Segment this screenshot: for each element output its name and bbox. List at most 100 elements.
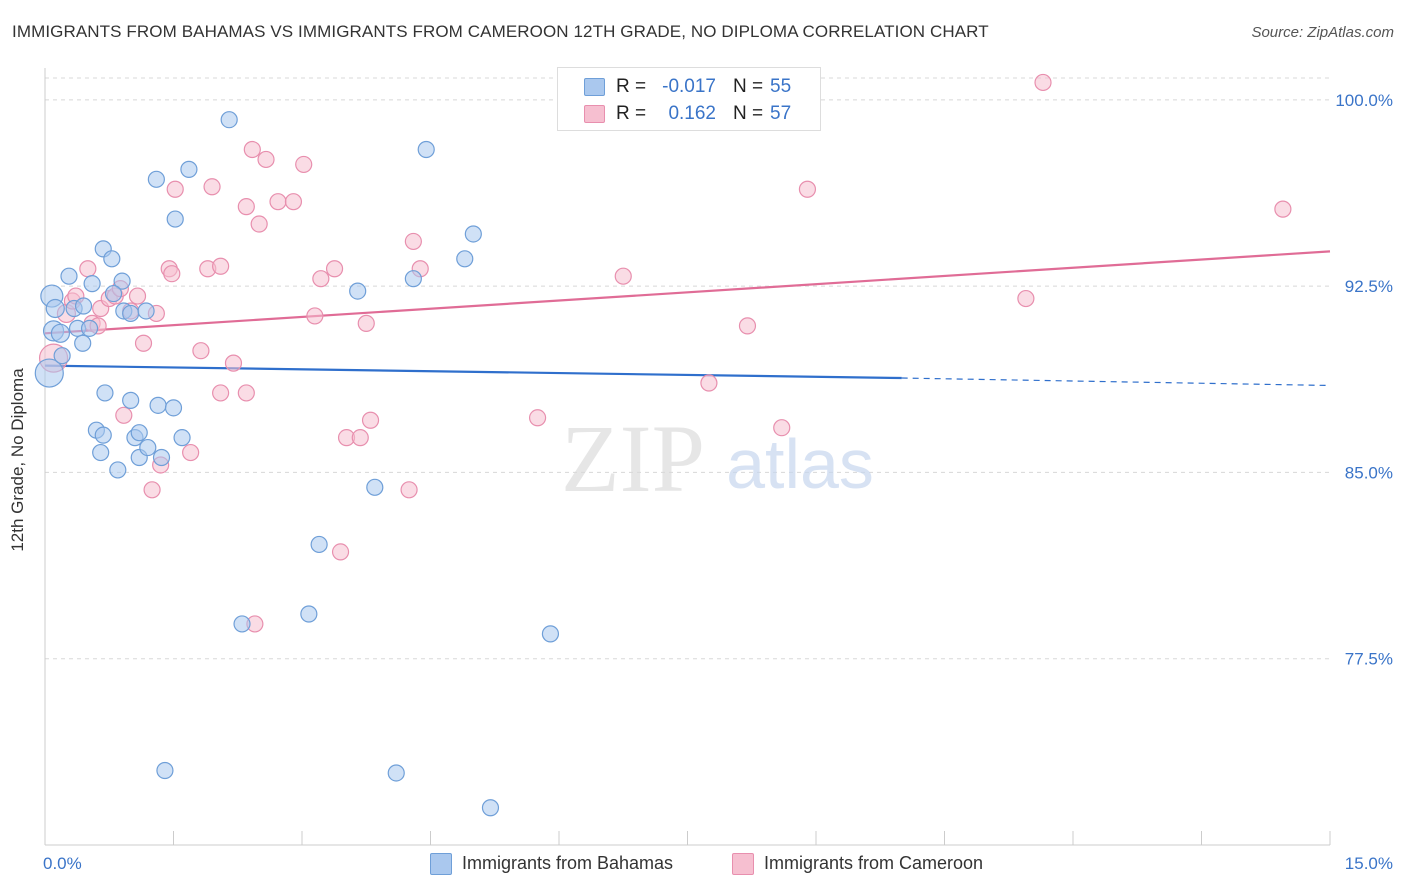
n-label: N = xyxy=(733,103,764,124)
point-cameroon xyxy=(269,193,287,211)
y-tick-label: 92.5% xyxy=(1345,277,1393,296)
y-axis-title: 12th Grade, No Diploma xyxy=(8,368,27,552)
point-cameroon xyxy=(1274,200,1292,218)
legend-label-bahamas: Immigrants from Bahamas xyxy=(462,853,674,873)
point-bahamas xyxy=(180,160,198,178)
watermark: ZIP atlas xyxy=(561,405,874,512)
point-cameroon xyxy=(351,429,369,447)
point-bahamas xyxy=(481,799,500,817)
point-bahamas xyxy=(156,761,174,780)
point-bahamas xyxy=(310,535,328,554)
point-cameroon xyxy=(614,267,632,285)
point-cameroon xyxy=(738,317,757,335)
point-cameroon xyxy=(306,307,324,325)
point-cameroon xyxy=(243,140,261,159)
point-bahamas xyxy=(164,399,183,417)
point-cameroon xyxy=(134,334,153,352)
x-tick-label-min: 0.0% xyxy=(43,854,82,873)
point-bahamas xyxy=(92,443,110,462)
point-bahamas xyxy=(173,429,191,447)
legend-label-cameroon: Immigrants from Cameroon xyxy=(764,853,984,873)
stats-row-bahamas: R = -0.017 N = 55 xyxy=(558,74,820,100)
point-cameroon xyxy=(79,260,97,278)
n-value: 57 xyxy=(770,103,792,124)
point-bahamas xyxy=(137,302,155,320)
point-cameroon xyxy=(128,287,147,305)
y-tick-label: 85.0% xyxy=(1345,463,1393,482)
point-bahamas xyxy=(50,323,71,343)
point-cameroon xyxy=(203,178,221,196)
legend-item-cameroon[interactable]: Immigrants from Cameroon xyxy=(732,852,1032,876)
cameroon-swatch xyxy=(584,105,605,123)
point-bahamas xyxy=(74,334,92,352)
stats-row-cameroon: R = 0.162 N = 57 xyxy=(558,101,820,127)
point-bahamas xyxy=(109,461,127,479)
watermark-atlas: atlas xyxy=(726,425,874,503)
point-bahamas xyxy=(152,448,171,467)
point-cameroon xyxy=(361,411,380,429)
point-cameroon xyxy=(295,155,313,174)
point-bahamas xyxy=(53,347,71,365)
point-bahamas xyxy=(404,270,422,288)
r-label: R = xyxy=(616,76,647,97)
point-bahamas xyxy=(122,391,140,409)
point-bahamas xyxy=(34,358,64,388)
point-bahamas xyxy=(166,210,184,228)
point-bahamas xyxy=(130,424,148,442)
point-bahamas xyxy=(80,319,99,337)
axis-layer xyxy=(44,68,1331,846)
point-cameroon xyxy=(528,409,547,427)
point-cameroon xyxy=(404,232,422,251)
legend-item-bahamas[interactable]: Immigrants from Bahamas xyxy=(430,852,720,876)
point-bahamas xyxy=(139,438,157,457)
point-bahamas xyxy=(113,272,131,290)
point-cameroon xyxy=(357,314,375,332)
watermark-zip: ZIP xyxy=(561,405,705,512)
point-bahamas xyxy=(541,625,560,643)
point-cameroon xyxy=(224,354,243,372)
bahamas-swatch xyxy=(584,78,605,96)
point-cameroon xyxy=(1017,289,1035,308)
point-bahamas xyxy=(417,140,435,159)
point-cameroon xyxy=(400,481,418,499)
point-bahamas xyxy=(96,384,114,402)
point-bahamas xyxy=(220,111,238,129)
tick-labels: 100.0% 92.5% 85.0% 77.5% 0.0% 15.0% xyxy=(43,91,1393,873)
point-cameroon xyxy=(163,265,181,283)
point-cameroon xyxy=(257,150,275,169)
n-label: N = xyxy=(733,76,764,97)
point-cameroon xyxy=(700,374,718,392)
point-cameroon xyxy=(143,481,161,499)
point-bahamas xyxy=(387,764,405,782)
point-bahamas xyxy=(122,304,140,323)
point-bahamas xyxy=(94,426,112,444)
point-bahamas xyxy=(83,275,101,293)
y-tick-label: 77.5% xyxy=(1345,650,1393,669)
trend-layer xyxy=(44,250,1331,387)
source-credit: Source: ZipAtlas.com xyxy=(1251,24,1394,41)
x-tick-label-max: 15.0% xyxy=(1345,854,1393,873)
point-cameroon xyxy=(798,180,817,198)
trendline-cameroon xyxy=(44,250,1331,335)
chart-title: IMMIGRANTS FROM BAHAMAS VS IMMIGRANTS FR… xyxy=(12,22,989,41)
point-cameroon xyxy=(250,215,268,233)
n-value: 55 xyxy=(770,76,792,97)
point-cameroon xyxy=(166,180,184,198)
point-cameroon xyxy=(773,419,791,437)
point-bahamas xyxy=(103,250,121,268)
point-bahamas xyxy=(233,615,251,633)
trendline-bahamas xyxy=(44,364,902,380)
stats-legend-box: R = -0.017 N = 55 R = 0.162 N = 57 xyxy=(557,67,821,131)
point-bahamas xyxy=(149,396,167,414)
point-cameroon xyxy=(284,193,303,211)
trendline-bahamas-extension xyxy=(901,377,1331,387)
points-bahamas xyxy=(34,76,817,817)
point-cameroon xyxy=(325,260,344,278)
point-cameroon xyxy=(212,257,230,275)
point-cameroon xyxy=(237,384,255,402)
point-bahamas xyxy=(45,298,65,319)
point-bahamas xyxy=(300,605,318,623)
r-value: -0.017 xyxy=(662,76,716,97)
point-bahamas xyxy=(464,225,482,243)
